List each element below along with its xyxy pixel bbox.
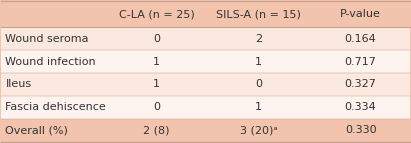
FancyBboxPatch shape	[1, 27, 410, 50]
Text: 1: 1	[153, 57, 160, 67]
Text: Ileus: Ileus	[5, 80, 32, 90]
Text: 0.164: 0.164	[345, 34, 376, 44]
Text: Overall (%): Overall (%)	[5, 125, 68, 135]
Text: 2 (8): 2 (8)	[143, 125, 170, 135]
Text: 2: 2	[255, 34, 262, 44]
FancyBboxPatch shape	[1, 1, 410, 27]
Text: 0: 0	[153, 34, 160, 44]
Text: 3 (20)ᵃ: 3 (20)ᵃ	[240, 125, 277, 135]
Text: C-LA (n = 25): C-LA (n = 25)	[119, 9, 194, 19]
Text: Wound seroma: Wound seroma	[5, 34, 89, 44]
FancyBboxPatch shape	[1, 119, 410, 142]
FancyBboxPatch shape	[1, 96, 410, 119]
Text: P-value: P-value	[340, 9, 381, 19]
Text: 1: 1	[255, 57, 262, 67]
Text: 0: 0	[255, 80, 262, 90]
Text: 0.717: 0.717	[345, 57, 376, 67]
Text: 0: 0	[153, 102, 160, 112]
Text: 0.330: 0.330	[345, 125, 376, 135]
Text: 0.327: 0.327	[345, 80, 376, 90]
Text: SILS-A (n = 15): SILS-A (n = 15)	[216, 9, 301, 19]
Text: Wound infection: Wound infection	[5, 57, 96, 67]
FancyBboxPatch shape	[1, 50, 410, 73]
Text: 0.334: 0.334	[345, 102, 376, 112]
Text: 1: 1	[255, 102, 262, 112]
Text: Fascia dehiscence: Fascia dehiscence	[5, 102, 106, 112]
FancyBboxPatch shape	[1, 73, 410, 96]
Text: 1: 1	[153, 80, 160, 90]
